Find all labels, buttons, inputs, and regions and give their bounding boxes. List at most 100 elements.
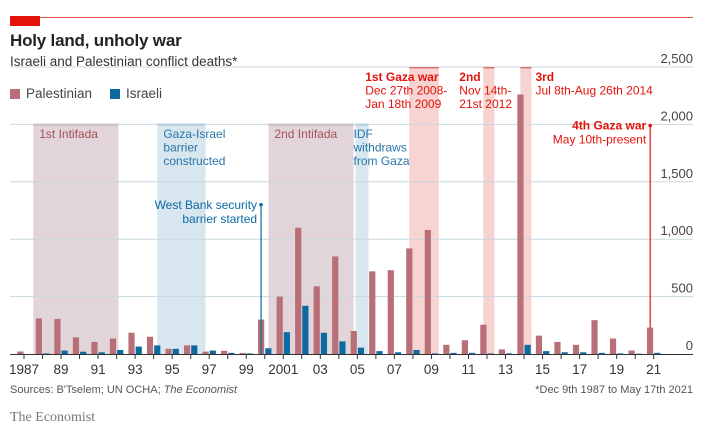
- bar-palestinian-2011: [461, 340, 468, 354]
- x-tick-label: 95: [165, 362, 180, 377]
- bar-palestinian-1996: [183, 345, 191, 354]
- x-tick-label: 03: [313, 362, 328, 377]
- bar-israeli-2015: [543, 351, 550, 354]
- bar-palestinian-1990: [72, 337, 80, 354]
- x-tick-label: 11: [461, 362, 475, 377]
- band-label: 21st 2012: [459, 97, 512, 111]
- legend: Palestinian Israeli: [10, 86, 180, 101]
- bar-israeli-1991: [98, 352, 105, 354]
- bar-palestinian-2009: [424, 230, 431, 354]
- bar-palestinian-2010: [443, 344, 450, 354]
- band-label: 1st Intifada: [39, 127, 98, 141]
- y-tick-label: 0: [686, 338, 693, 353]
- bar-palestinian-2008: [406, 248, 413, 354]
- event-bands: 1st Intifada Gaza-Israelbarrierconstructe…: [33, 66, 653, 354]
- x-tick-label: 91: [91, 362, 106, 377]
- bar-palestinian-1999: [239, 352, 246, 354]
- source-text: Sources: B'Tselem; UN OCHA;: [10, 384, 164, 396]
- band-label: Jul 8th-Aug 26th 2014: [535, 84, 653, 98]
- x-tick-label: 93: [128, 362, 143, 377]
- red-tag: [10, 16, 40, 26]
- band-label: 3rd: [535, 70, 554, 84]
- bar-israeli-2021: [654, 352, 661, 354]
- band-label: Dec 27th 2008-: [365, 84, 447, 98]
- bar-israeli-2005: [357, 347, 365, 354]
- bar-palestinian-1987: [17, 351, 24, 354]
- bar-israeli-2018: [598, 352, 605, 354]
- gridlines: 0 500 1,000 1,500 2,000 2,500: [10, 51, 693, 353]
- bar-israeli-2003: [320, 332, 328, 354]
- y-tick-label: 1,500: [660, 166, 693, 181]
- annotation-label: May 10th-present: [553, 133, 647, 147]
- source-note: Sources: B'Tselem; UN OCHA; The Economis…: [10, 384, 237, 396]
- bar-palestinian-2006: [369, 271, 376, 354]
- x-tick-label: 09: [424, 362, 439, 377]
- brand-logo: The Economist: [10, 410, 96, 425]
- x-tick-label: 99: [239, 362, 254, 377]
- y-tick-label: 2,500: [660, 51, 693, 66]
- band-2nd-gaza-war: [483, 67, 495, 354]
- bar-israeli-2001: [283, 332, 290, 354]
- bar-israeli-2016: [561, 352, 568, 354]
- bar-israeli-1992: [117, 349, 124, 354]
- bar-israeli-1998: [228, 352, 235, 354]
- bar-palestinian-2015: [535, 335, 543, 354]
- bar-palestinian-2019: [609, 338, 617, 354]
- bar-israeli-2010: [450, 352, 457, 354]
- legend-swatch-palestinian: [10, 88, 20, 99]
- band-label: 2nd Intifada: [274, 127, 337, 141]
- bar-israeli-2013: [506, 353, 513, 355]
- bar-palestinian-2013: [498, 349, 506, 354]
- bar-israeli-2012: [487, 353, 494, 355]
- legend-swatch-israeli: [110, 88, 121, 99]
- bar-israeli-2007: [394, 352, 402, 354]
- top-rule: [10, 17, 693, 18]
- bar-israeli-2002: [302, 305, 309, 354]
- x-tick-label: 07: [387, 362, 402, 377]
- band-label: 2nd: [459, 70, 480, 84]
- bar-palestinian-2012: [480, 324, 487, 354]
- bar-israeli-1997: [209, 350, 216, 354]
- bar-palestinian-1991: [91, 341, 98, 354]
- band-label: 1st Gaza war: [365, 70, 439, 84]
- bar-palestinian-1988: [35, 318, 43, 354]
- bar-palestinian-2021: [646, 327, 654, 354]
- legend-label-israeli: Israeli: [126, 86, 163, 101]
- bar-israeli-2004: [339, 341, 346, 354]
- bar-palestinian-1993: [128, 332, 135, 354]
- bar-israeli-2017: [580, 352, 587, 354]
- bar-israeli-1999: [246, 353, 253, 355]
- bar-israeli-2020: [635, 353, 642, 355]
- bar-israeli-2014: [524, 344, 531, 354]
- x-tick-label: 13: [498, 362, 513, 377]
- legend-label-palestinian: Palestinian: [26, 86, 93, 101]
- footnote: *Dec 9th 1987 to May 17th 2021: [535, 384, 693, 396]
- bar-israeli-1990: [80, 351, 87, 354]
- y-tick-label: 500: [671, 281, 693, 296]
- bar-israeli-1989: [61, 350, 68, 354]
- bar-israeli-2008: [413, 349, 420, 354]
- band-label: IDF: [354, 127, 373, 141]
- band-label: constructed: [163, 154, 225, 168]
- x-tick-label: 05: [350, 362, 365, 377]
- band-label: from Gaza: [354, 154, 410, 168]
- x-tick-label: 21: [646, 362, 661, 377]
- bar-palestinian-1994: [146, 336, 154, 354]
- bar-palestinian-1998: [221, 350, 228, 354]
- annotation-label: 4th Gaza war: [572, 119, 646, 133]
- bar-palestinian-2004: [332, 256, 339, 354]
- band-label: Gaza-Israel: [163, 127, 225, 141]
- bar-palestinian-2005: [350, 331, 357, 354]
- bar-palestinian-2007: [387, 270, 394, 354]
- band-label: barrier: [163, 141, 198, 155]
- annotation-dot: [259, 202, 263, 207]
- band-3rd-gaza-war: [520, 67, 532, 354]
- bar-palestinian-2017: [572, 344, 580, 354]
- bar-israeli-2009: [431, 353, 439, 355]
- band-label: Jan 18th 2009: [365, 97, 441, 111]
- source-italic: The Economist: [163, 384, 238, 396]
- bar-israeli-1988: [43, 353, 50, 355]
- x-tick-label: 19: [609, 362, 624, 377]
- x-tick-label: 89: [54, 362, 69, 377]
